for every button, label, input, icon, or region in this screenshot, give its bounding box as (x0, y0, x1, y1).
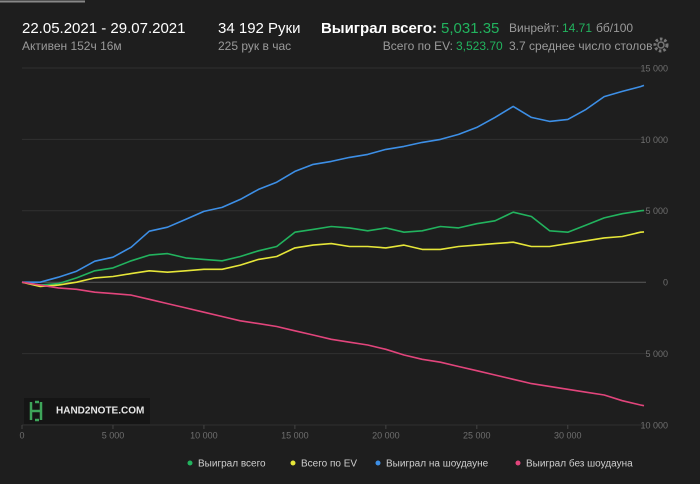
legend-marker (375, 460, 381, 466)
tables: 3.7 среднее число столов (509, 39, 652, 53)
y-tick-label: 5 000 (645, 349, 668, 359)
legend-label: Всего по EV (301, 459, 357, 470)
x-tick-label: 15 000 (281, 430, 309, 440)
hands-per-hour: 225 рук в час (218, 39, 291, 53)
winrate-value: 14.71 (562, 21, 592, 35)
y-tick-label: 0 (663, 278, 668, 288)
hands: 34 192 Руки (218, 20, 301, 37)
y-tick-label: 10 000 (640, 420, 668, 430)
settings-icon[interactable] (653, 37, 669, 53)
winrate-unit: бб/100 (596, 21, 633, 35)
logo: HAND2NOTE.COM (24, 398, 150, 424)
x-tick-label: 5 000 (102, 430, 125, 440)
series-line (21, 231, 645, 288)
series-line (21, 209, 645, 286)
legend-marker (187, 460, 193, 466)
legend-label: Выиграл на шоудауне (386, 459, 489, 470)
winrate-label: Винрейт: (509, 21, 559, 35)
won-label: Выиграл всего: (321, 20, 437, 37)
x-tick-label: 10 000 (190, 430, 218, 440)
ev-label: Всего по EV: (383, 39, 453, 53)
series-line (22, 84, 645, 283)
legend-label: Выиграл без шоудауна (526, 458, 633, 470)
logo-text: HAND2NOTE.COM (56, 406, 144, 417)
series-line (21, 281, 645, 407)
active-time: Активен 152ч 16м (22, 39, 122, 53)
x-tick-label: 25 000 (463, 430, 491, 440)
won-value: 5,031.35 (441, 20, 499, 37)
y-tick-label: 10 000 (640, 135, 668, 145)
x-tick-label: 0 (19, 430, 24, 440)
y-tick-label: 5 000 (645, 206, 668, 216)
x-tick-label: 30 000 (554, 430, 582, 440)
legend-marker (290, 460, 296, 466)
y-tick-label: 15 000 (640, 63, 668, 73)
dates: 22.05.2021 - 29.07.2021 (22, 20, 185, 37)
legend-marker (515, 460, 521, 466)
legend-label: Выиграл всего (198, 459, 266, 470)
ev-value: 3,523.70 (456, 39, 503, 53)
x-tick-label: 20 000 (372, 430, 400, 440)
